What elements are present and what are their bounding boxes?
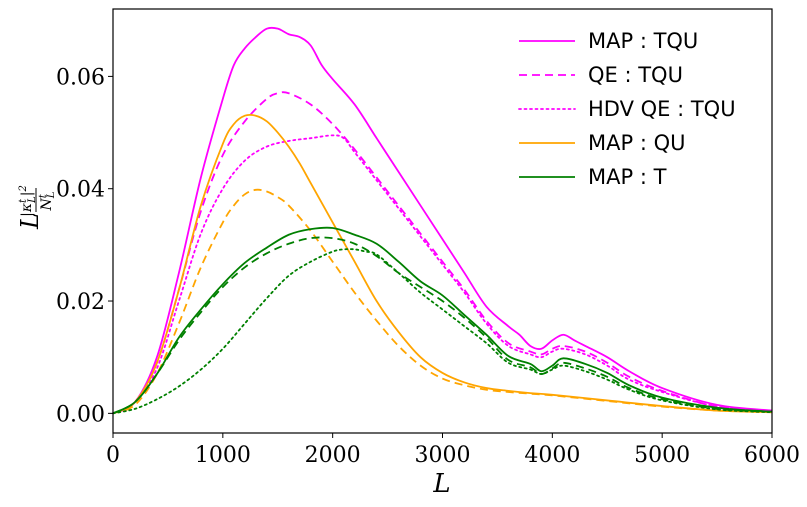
series-line-hdv-qe-t xyxy=(112,248,773,415)
x-tick-label: 4000 xyxy=(524,443,580,468)
legend-label-hdv-qe-tqu: HDV QE : TQU xyxy=(588,97,736,121)
series-line-qe-t xyxy=(112,236,773,415)
svg-text:L: L xyxy=(16,213,44,230)
axis-ticks: 0 1000 2000 3000 4000 5000 6000 0.00 0.02 0.04 0.0… xyxy=(56,65,800,468)
y-tick-label: 0.00 xyxy=(56,402,105,427)
x-tick-label: 0 xyxy=(106,443,120,468)
x-tick-label: 5000 xyxy=(634,443,690,468)
y-tick-label: 0.06 xyxy=(56,65,105,90)
legend: MAP : TQU QE : TQU HDV QE : TQU MAP : QU MAP… xyxy=(518,29,736,189)
series-layer xyxy=(112,26,773,415)
y-tick-label: 0.04 xyxy=(56,178,105,203)
series-line-hdv-qe-tqu xyxy=(112,134,773,415)
y-axis-label: L |κtL|2 NtL xyxy=(16,185,57,230)
svg-text:|κtL|2: |κtL|2 xyxy=(18,185,38,217)
legend-label-qe-tqu: QE : TQU xyxy=(588,63,683,87)
series-line-map-t xyxy=(112,226,773,415)
series-line-qe-tqu xyxy=(112,91,773,415)
legend-label-map-t: MAP : T xyxy=(588,165,667,189)
y-tick-label: 0.02 xyxy=(56,290,105,315)
x-tick-label: 1000 xyxy=(195,443,251,468)
x-tick-label: 3000 xyxy=(415,443,471,468)
x-axis-label: L xyxy=(432,469,450,499)
series-line-map-qu xyxy=(112,113,773,415)
svg-text:NtL: NtL xyxy=(38,191,57,211)
legend-label-map-qu: MAP : QU xyxy=(588,131,685,155)
legend-label-map-tqu: MAP : TQU xyxy=(588,29,698,53)
x-tick-label: 6000 xyxy=(744,443,800,468)
series-line-map-tqu xyxy=(112,26,773,415)
x-tick-label: 2000 xyxy=(305,443,361,468)
